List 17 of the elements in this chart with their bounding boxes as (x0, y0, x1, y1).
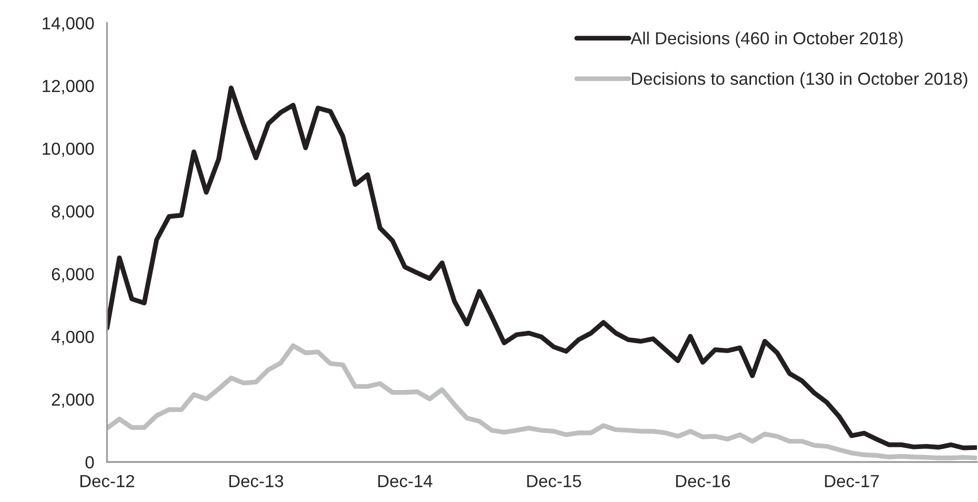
x-tick-label: Dec-13 (229, 474, 284, 488)
x-tick-label: Dec-16 (676, 474, 730, 488)
x-tick-label: Dec-14 (378, 475, 432, 488)
y-tick-label: 14,000 (42, 17, 94, 32)
y-tick-label: 4,000 (51, 330, 94, 346)
legend-label: Decisions to sanction (130 in October 2018) (632, 72, 968, 88)
y-tick-label: 2,000 (52, 393, 94, 408)
y-tick-label: 10,000 (42, 142, 94, 157)
y-tick-label: 12,000 (42, 80, 94, 94)
line-series (107, 343, 977, 460)
x-tick-label: Dec-12 (80, 474, 134, 488)
y-tick-label: 8,000 (52, 205, 94, 220)
y-tick-label: 0 (86, 456, 94, 468)
y-tick-label: 6,000 (52, 268, 94, 282)
x-tick-label: Dec-15 (527, 475, 582, 488)
x-tick-label: Dec-17 (825, 475, 879, 488)
legend-label: All Decisions (460 in October 2018) (630, 32, 903, 48)
